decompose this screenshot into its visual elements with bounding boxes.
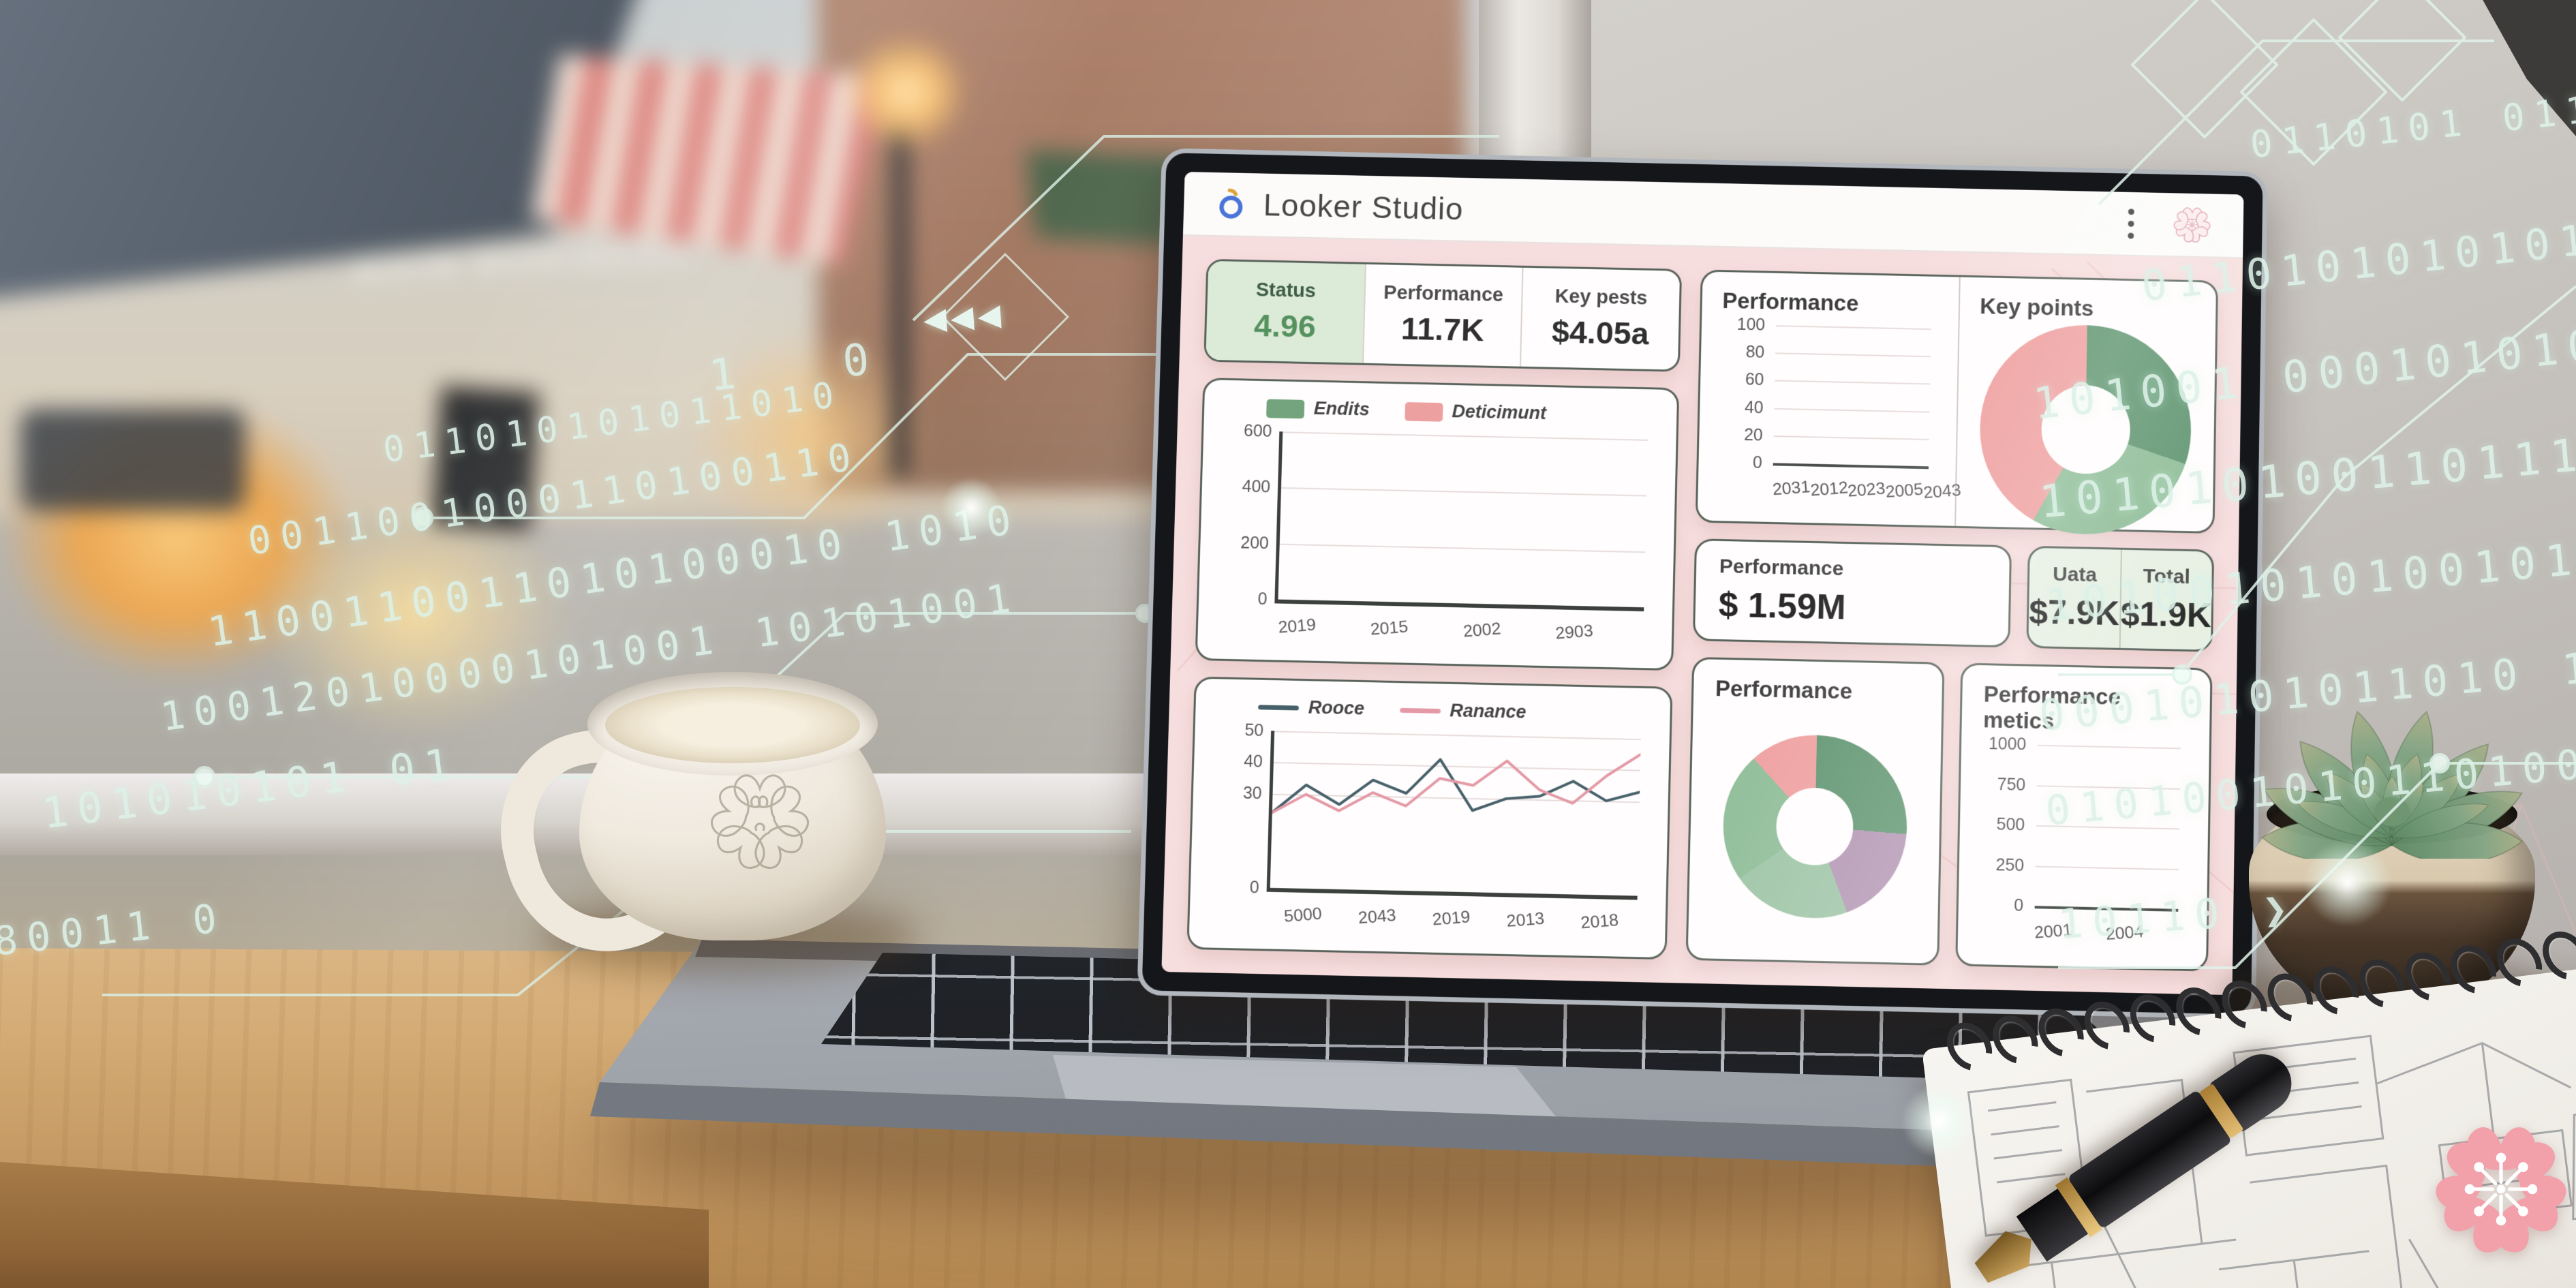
chart-legend: Endits Deticimunt <box>1266 397 1658 427</box>
kebab-menu-icon[interactable] <box>2122 203 2140 244</box>
sakura-outline-icon <box>2172 203 2212 245</box>
key-points-donut <box>1973 322 2198 537</box>
performance-metics-chart: 1000 750 500 250 0 2001 2004 <box>1976 734 2190 954</box>
storefront-awning-striped <box>532 55 886 266</box>
cup-flower-icon <box>707 774 812 874</box>
card-title: Key points <box>1979 293 2094 321</box>
chart-legend: Rooce Ranance <box>1258 696 1651 725</box>
street-bench <box>20 409 245 511</box>
legend-swatch-dark <box>1258 705 1299 711</box>
scorecard-value: $7.9K <box>2028 592 2120 633</box>
legend-label: Endits <box>1313 398 1370 420</box>
kpi-strip: Status 4.96 Performance 11.7K Key pests … <box>1203 258 1683 372</box>
chalkboard-sign <box>431 385 541 532</box>
kpi-performance[interactable]: Performance 11.7K <box>1362 264 1522 367</box>
card-title: Performance <box>1715 675 1853 704</box>
kpi-status[interactable]: Status 4.96 <box>1206 260 1365 363</box>
card-title: Performance metics <box>1982 681 2121 734</box>
line-chart-card[interactable]: Rooce Ranance 50 40 30 0 5000 2043 2019 2013 201… <box>1186 676 1673 960</box>
legend-swatch-pink <box>1404 401 1443 422</box>
performance-metics-card[interactable]: Performance metics 1000 750 500 250 0 2001 200… <box>1954 662 2213 972</box>
kpi-value: $4.05a <box>1551 313 1650 352</box>
scorecard-label: Total <box>2143 565 2190 589</box>
stacked-bar-card[interactable]: Endits Deticimunt 600 400 200 0 2019 2015 2002… <box>1195 378 1680 671</box>
sakura-logo <box>2432 1127 2571 1259</box>
key-points-panel: Key points <box>1954 277 2216 537</box>
performance-donut-card[interactable]: Performance <box>1685 656 1944 966</box>
kpi-label: Status <box>1255 279 1317 303</box>
lamp-glow <box>845 34 968 150</box>
stacked-bar-chart: 600 400 200 0 2019 2015 2002 2903 <box>1216 421 1657 654</box>
scorecard-value: $1.9K <box>2120 594 2212 634</box>
legend-swatch-green <box>1266 399 1305 419</box>
kpi-key-pests[interactable]: Key pests $4.05a <box>1520 267 1681 370</box>
legend-label: Ranance <box>1450 700 1527 722</box>
app-title: Looker Studio <box>1263 187 1465 227</box>
performance-keypoints-card[interactable]: Performance 100 80 60 40 20 0 2031 2012 2023 2005… <box>1695 269 2218 537</box>
legend-label: Deticimunt <box>1452 401 1547 424</box>
succulent-leaves <box>2253 707 2533 859</box>
legend-swatch-pink <box>1399 707 1441 714</box>
bottom-card-row: Performance Performance metics 1000 750 50… <box>1685 656 2213 972</box>
kpi-value: 4.96 <box>1253 307 1317 344</box>
donut-ring <box>1978 322 2193 537</box>
looker-studio-logo-icon <box>1213 187 1249 222</box>
kpi-label: Performance <box>1383 281 1504 306</box>
kpi-label: Key pests <box>1554 286 1648 309</box>
kpi-value: 11.7K <box>1400 310 1485 348</box>
legend-label: Rooce <box>1308 696 1365 719</box>
laptop-screen: Looker Studio <box>1137 148 2268 1019</box>
performance-scorecard[interactable]: Performance $ 1.59M <box>1692 538 2012 648</box>
latte-surface <box>605 687 860 763</box>
scorecard-label: Performance <box>1719 555 1844 581</box>
line-chart: 50 40 30 0 5000 2043 2019 2013 2018 <box>1208 720 1651 942</box>
scorecard-label: Uata <box>2053 563 2098 587</box>
uata-scorecard: Uata $7.9K <box>2028 548 2120 648</box>
performance-donut <box>1707 705 1922 948</box>
looker-studio-app: Looker Studio <box>1161 172 2244 996</box>
scorecard-value: $ 1.59M <box>1718 585 1847 628</box>
dashboard: Status 4.96 Performance 11.7K Key pests … <box>1161 236 2243 995</box>
card-title: Performance <box>1722 288 1859 316</box>
uata-total-card[interactable]: Uata $7.9K Total $1.9K <box>2026 545 2215 652</box>
scorecard-row: Performance $ 1.59M Uata $7.9K Total $1.… <box>1692 538 2215 652</box>
total-scorecard: Total $1.9K <box>2119 549 2213 650</box>
coffee-cup <box>478 647 947 988</box>
performance-bar-chart: 100 80 60 40 20 0 2031 2012 2023 2005 2043 <box>1736 314 1962 503</box>
donut-ring <box>1721 733 1909 920</box>
performance-bar-panel: Performance 100 80 60 40 20 0 2031 2012 2023 2005… <box>1698 271 1962 525</box>
